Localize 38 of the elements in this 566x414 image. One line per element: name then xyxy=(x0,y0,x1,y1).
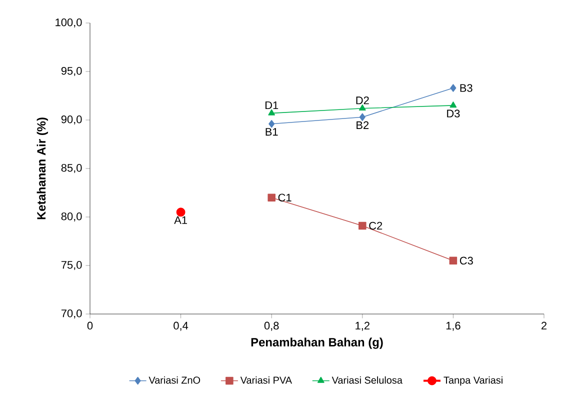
legend-label: Tanpa Variasi xyxy=(444,376,502,386)
point xyxy=(268,194,276,202)
x-tick-label: 2 xyxy=(542,322,547,330)
legend-label: Variasi PVA xyxy=(240,376,292,384)
point xyxy=(359,113,366,121)
point xyxy=(358,104,366,110)
annotation: C3 xyxy=(460,256,473,265)
y-tick-label: 85,0 xyxy=(61,164,82,174)
y-tick-label: 95,0 xyxy=(61,66,82,76)
x-tick-label: 1,2 xyxy=(356,322,370,331)
y-axis-title: Ketahanan Air (%) xyxy=(36,118,48,220)
x-tick-label: 0,4 xyxy=(174,322,188,331)
annotation: B2 xyxy=(356,121,369,129)
point xyxy=(449,256,458,265)
y-tick-label: 100,0 xyxy=(56,18,82,28)
x-axis-title: Penambahan Bahan (g) xyxy=(251,338,383,349)
point xyxy=(358,222,366,230)
x-tick-label: 1,6 xyxy=(446,322,460,331)
legend-label: Variasi ZnO xyxy=(148,376,200,384)
annotation: B1 xyxy=(266,128,278,136)
point xyxy=(268,109,276,116)
annotation: A1 xyxy=(174,216,187,224)
annotation: D3 xyxy=(447,110,460,118)
x-tick-label: 0 xyxy=(87,322,93,330)
point xyxy=(450,102,457,108)
y-tick-label: 70,0 xyxy=(61,309,82,319)
point xyxy=(450,84,456,92)
legend-label: Variasi Selulosa xyxy=(332,376,402,384)
x-tick-label: 0,8 xyxy=(264,322,279,331)
annotation: D2 xyxy=(356,96,369,104)
annotation: B3 xyxy=(460,84,472,92)
annotation: C2 xyxy=(369,222,382,230)
y-tick-label: 80,0 xyxy=(61,212,82,222)
annotation: D1 xyxy=(266,101,278,110)
y-tick-label: 90,0 xyxy=(61,115,82,125)
annotation: C1 xyxy=(278,194,292,202)
y-tick-label: 75,0 xyxy=(61,260,82,270)
point xyxy=(268,120,275,128)
